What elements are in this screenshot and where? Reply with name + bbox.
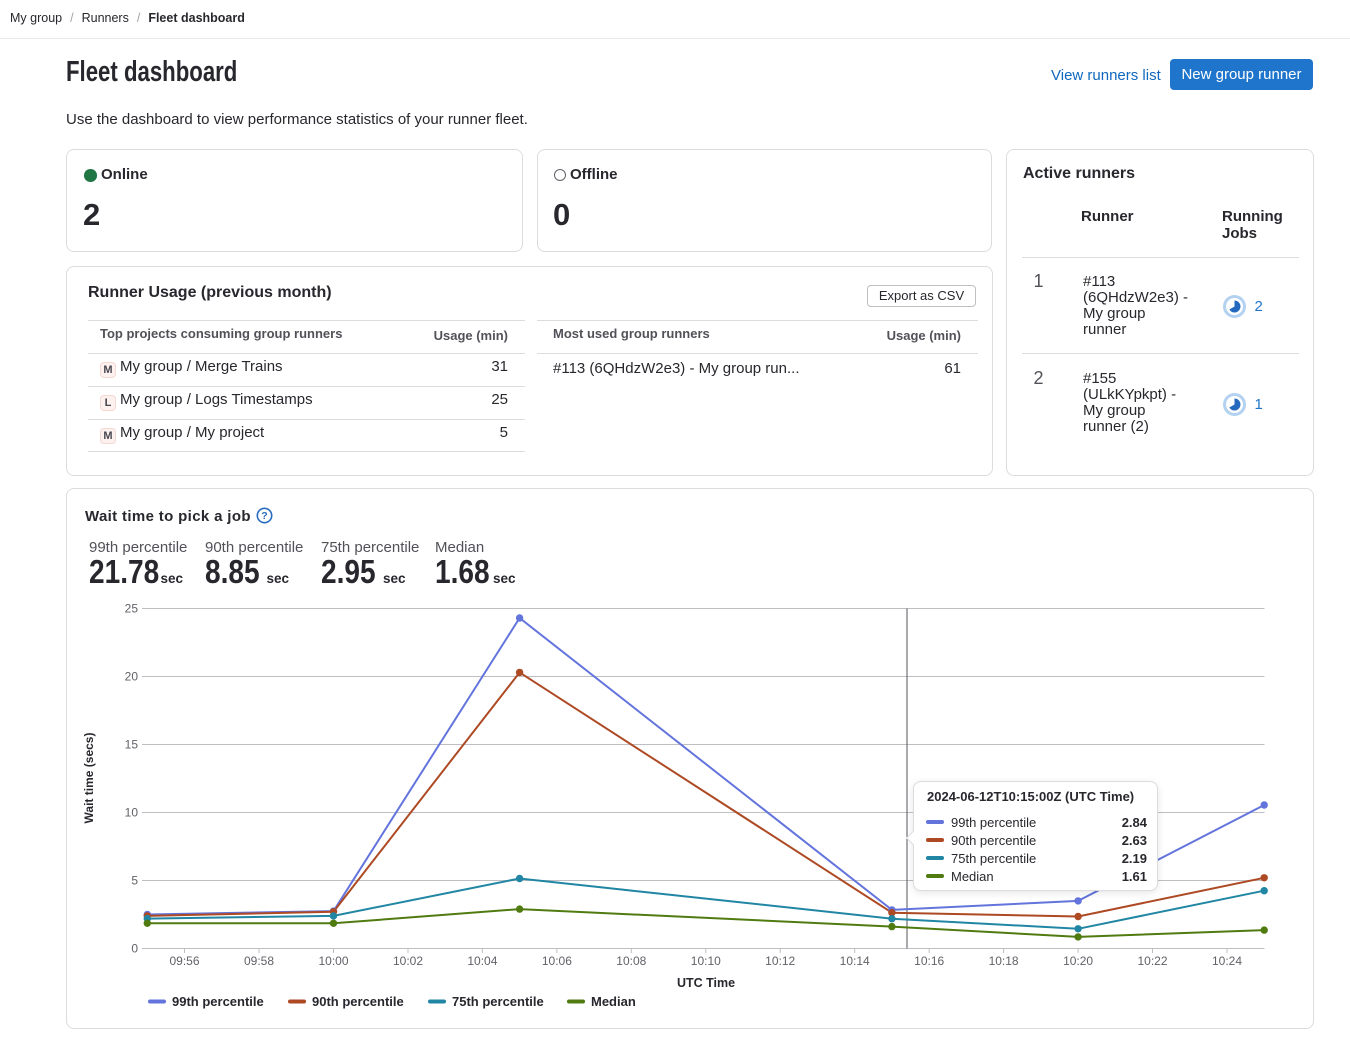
svg-text:?: ? <box>261 510 267 522</box>
svg-text:10:10: 10:10 <box>691 954 721 968</box>
svg-text:10:22: 10:22 <box>1137 954 1167 968</box>
svg-text:20: 20 <box>125 670 139 684</box>
svg-text:10:02: 10:02 <box>393 954 423 968</box>
svg-text:10:14: 10:14 <box>840 954 870 968</box>
svg-text:25: 25 <box>125 602 139 616</box>
svg-text:Wait time (secs): Wait time (secs) <box>82 733 96 824</box>
svg-text:10:06: 10:06 <box>542 954 572 968</box>
svg-text:0: 0 <box>131 942 138 956</box>
svg-text:10:20: 10:20 <box>1063 954 1093 968</box>
svg-text:10:08: 10:08 <box>616 954 646 968</box>
svg-text:90th percentile: 90th percentile <box>312 994 404 1009</box>
svg-text:10:04: 10:04 <box>467 954 497 968</box>
svg-text:5: 5 <box>131 874 138 888</box>
svg-text:15: 15 <box>125 738 139 752</box>
svg-text:10:18: 10:18 <box>989 954 1019 968</box>
svg-text:10:00: 10:00 <box>318 954 348 968</box>
svg-text:10: 10 <box>125 806 139 820</box>
svg-text:Median: Median <box>591 994 636 1009</box>
svg-text:UTC Time: UTC Time <box>677 976 735 990</box>
svg-text:10:12: 10:12 <box>765 954 795 968</box>
svg-text:99th percentile: 99th percentile <box>172 994 264 1009</box>
svg-text:09:56: 09:56 <box>169 954 199 968</box>
svg-text:10:24: 10:24 <box>1212 954 1242 968</box>
svg-text:10:16: 10:16 <box>914 954 944 968</box>
svg-text:75th percentile: 75th percentile <box>452 994 544 1009</box>
svg-text:09:58: 09:58 <box>244 954 274 968</box>
